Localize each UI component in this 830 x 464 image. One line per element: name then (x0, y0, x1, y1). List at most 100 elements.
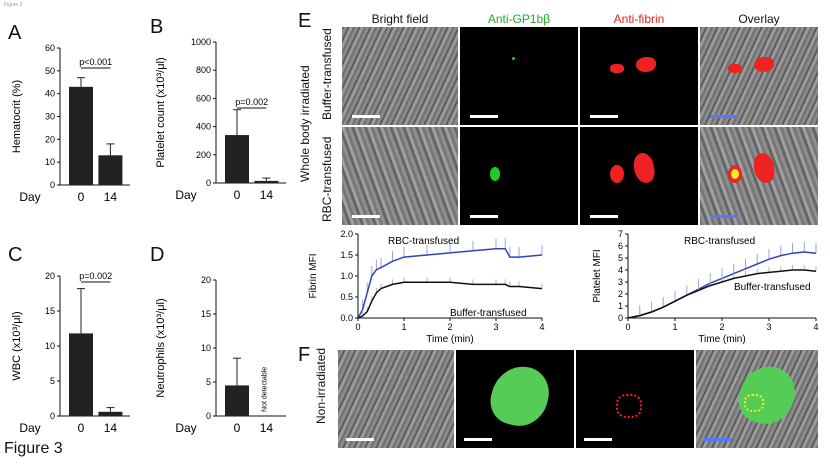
y-tick-label: 15 (45, 306, 55, 316)
figure-caption: Figure 3 (4, 440, 63, 457)
x-axis-label: Day (175, 188, 196, 202)
y-axis-label: Platelet count (x10³/μl) (155, 57, 167, 167)
line-chart-platelet: 0 1 2 3 4 5 6 7 0 1 2 3 4 Time (min) Platelet MFI RBC-t… (592, 229, 819, 344)
x-tick-label: 0 (234, 188, 241, 202)
not-detectable-note: Not detectable (261, 367, 268, 412)
bar-chart-a: 0 10 20 30 40 50 60 0 14 Day Hematocrit (%) p<0.001 (11, 43, 130, 204)
x-axis-label: Time (min) (698, 334, 745, 344)
y-tick-label: 1.0 (340, 271, 353, 281)
y-axis-label: Fibrin MFI (308, 254, 319, 299)
panel-letter-f: F (298, 344, 311, 366)
image-fibrin-rbc (580, 127, 698, 225)
x-tick-label: 14 (260, 421, 274, 435)
x-tick-label: 0 (355, 322, 360, 332)
col-header-anti-fibrin: Anti-fibrin (613, 12, 665, 26)
p-value: p=0.002 (235, 97, 268, 107)
col-header-overlay: Overlay (738, 12, 780, 26)
x-axis-label: Day (19, 190, 40, 204)
series-line (627, 269, 817, 319)
image-bright-field-rbc (342, 127, 458, 225)
y-tick-label: 0 (50, 180, 55, 190)
y-tick-label: 20 (201, 275, 211, 285)
y-tick-label: 400 (196, 122, 211, 132)
x-tick-label: 0 (234, 421, 241, 435)
bar (225, 385, 249, 416)
scale-bar (704, 438, 732, 441)
bar (225, 135, 249, 183)
image-gp1b-rbc (460, 127, 578, 225)
y-tick-label: 7 (618, 229, 623, 239)
y-tick-label: 15 (201, 309, 211, 319)
row-label-rbc: RBC-transfused (320, 136, 334, 222)
y-tick-label: 1000 (191, 37, 211, 47)
scale-bar (352, 215, 380, 218)
panel-letter-b: B (150, 16, 164, 38)
scale-bar (470, 115, 498, 118)
row-label-buffer: Buffer-transfused (320, 28, 334, 120)
y-tick-label: 0.5 (340, 292, 353, 302)
col-header-bright-field: Bright field (371, 12, 429, 26)
panel-letter-a: A (8, 22, 22, 44)
image-overlay-nonirradiated (696, 350, 818, 448)
x-tick-label: 14 (104, 421, 118, 435)
y-axis-label: WBC (x10³/μl) (11, 311, 23, 380)
corner-label: Figure 3 (4, 2, 23, 8)
series-label-rbc: RBC-transfused (388, 236, 459, 247)
series-label-buffer: Buffer-transfused (734, 282, 811, 293)
y-tick-label: 800 (196, 65, 211, 75)
y-axis-label: Neutrophils (x10³/μl) (155, 298, 167, 397)
x-tick-label: 3 (766, 322, 771, 332)
bar-chart-d: 0 5 10 15 20 0 14 Day Neutrophils (x10³/μl) Not d… (155, 275, 286, 435)
y-tick-label: 30 (45, 112, 55, 122)
scale-bar (584, 438, 612, 441)
series-line (357, 247, 543, 319)
series-label-rbc: RBC-transfused (684, 236, 755, 247)
x-tick-label: 4 (813, 322, 818, 332)
bar-chart-c: 0 5 10 15 20 0 14 Day WBC (x10³/μl) p=0.002 (11, 271, 130, 435)
bar (69, 333, 93, 416)
x-tick-label: 0 (78, 421, 85, 435)
scale-bar (346, 438, 374, 441)
x-tick-label: 1 (401, 322, 406, 332)
y-tick-label: 0 (206, 411, 211, 421)
x-axis-label: Time (min) (426, 334, 473, 344)
scale-bar (710, 215, 738, 218)
y-tick-label: 600 (196, 93, 211, 103)
bar (254, 180, 279, 183)
y-tick-label: 0 (618, 313, 623, 323)
image-gp1b-nonirradiated (456, 350, 574, 448)
y-tick-label: 1.5 (340, 250, 353, 260)
x-axis-label: Day (19, 421, 40, 435)
x-tick-label: 14 (260, 188, 274, 202)
y-tick-label: 0.0 (340, 313, 353, 323)
scale-bar (590, 115, 618, 118)
line-chart-fibrin: 0.0 0.5 1.0 1.5 2.0 0 1 2 3 4 Time (min) Fibrin MFI… (308, 229, 545, 344)
y-tick-label: 10 (45, 157, 55, 167)
x-tick-label: 2 (447, 322, 452, 332)
col-header-anti-gp1b: Anti-GP1bβ (487, 12, 551, 26)
series-line (357, 281, 543, 319)
image-bright-field-nonirradiated (338, 350, 454, 448)
x-axis-label: Day (175, 421, 196, 435)
y-tick-label: 200 (196, 150, 211, 160)
y-tick-label: 3 (618, 277, 623, 287)
y-tick-label: 40 (45, 89, 55, 99)
bar-chart-b: 0 200 400 600 800 1000 0 14 Day Platelet count (x… (155, 37, 286, 202)
y-tick-label: 10 (45, 341, 55, 351)
scale-bar (464, 438, 492, 441)
scale-bar (352, 115, 380, 118)
y-tick-label: 60 (45, 43, 55, 53)
scale-bar (470, 215, 498, 218)
panel-letter-d: D (150, 244, 165, 266)
y-axis-label: Platelet MFI (592, 249, 603, 302)
panel-letter-e: E (298, 10, 312, 32)
y-tick-label: 50 (45, 66, 55, 76)
bar (98, 155, 123, 185)
y-tick-label: 2.0 (340, 229, 353, 239)
scale-bar (710, 115, 738, 118)
image-fibrin-buffer (580, 27, 698, 125)
y-tick-label: 5 (618, 253, 623, 263)
y-tick-label: 0 (50, 411, 55, 421)
image-bright-field-buffer (342, 27, 458, 125)
series-label-buffer: Buffer-transfused (450, 308, 527, 319)
